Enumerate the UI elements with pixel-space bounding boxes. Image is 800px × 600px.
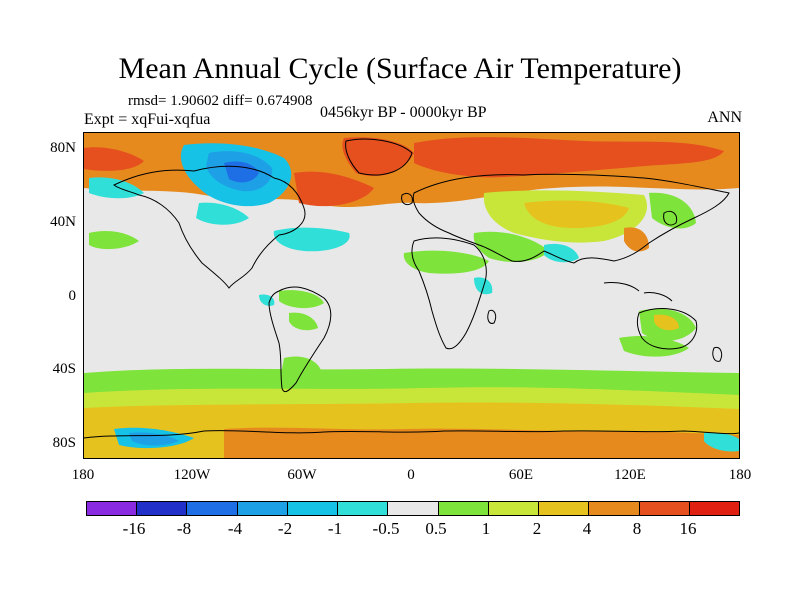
field-amazon-green [289,312,318,331]
y-tick-80s: 80S [52,435,76,451]
x-tick-60w: 60W [287,467,317,483]
experiment-label: Expt = xqFui-xqfua [84,111,211,128]
x-tick-180e: 180 [728,467,752,483]
colorbar-box-1 [87,502,138,515]
field-africa-cool [474,277,493,295]
field-japan-green [649,192,696,229]
coast-africa [411,237,487,350]
map-field-svg [84,133,739,458]
stats-line: rmsd= 1.90602 diff= 0.674908 [128,93,313,109]
colorbar-label-10: 4 [582,519,592,538]
coast-japan [663,210,678,226]
colorbar-box-2 [137,502,188,515]
colorbar-box-3 [187,502,238,515]
coastlines [84,138,739,439]
coast-north-america [113,165,306,289]
coast-madagascar [487,309,497,324]
coast-south-america [268,286,332,393]
colorbar-box-4 [237,502,288,515]
colorbar-label-4: -2 [277,519,293,538]
coast-indonesia [603,282,673,302]
field-asia-green [473,231,549,263]
field-antarctic-orange [224,427,739,458]
colorbar-box-9 [488,502,540,515]
field-arctic-orange-3 [294,171,374,207]
colorbar-label-12: 16 [679,519,697,538]
field-india-cool [544,243,579,263]
colorbar [86,501,740,516]
field-arctic-orange [414,137,724,178]
field-bering-cool [89,177,144,199]
colorbar-box-11 [589,502,640,515]
colorbar-label-5: -1 [327,519,343,538]
colorbar-box-12 [639,502,690,515]
temperature-map [83,132,740,459]
field-eurasia-orange [524,200,629,228]
season-label: ANN [707,109,742,126]
coast-greenland [345,138,413,176]
y-tick-40s: 40S [52,361,76,377]
colorbar-label-9: 2 [532,519,542,538]
colorbar-label-11: 8 [632,519,642,538]
coast-eurasia [412,173,730,264]
coast-antarctica [84,430,739,439]
colorbar-label-2: -8 [176,519,192,538]
field-atlantic-cool [273,227,350,252]
coast-uk [401,192,413,206]
colorbar-label-6: -0.5 [372,519,400,538]
x-tick-180w: 180 [71,467,95,483]
field-china-orange [624,227,649,252]
field-pacific-cool [196,202,249,225]
x-tick-120e: 120E [614,467,646,483]
field-australia-orange [654,314,679,331]
colorbar-box-13 [689,502,740,515]
coast-australia [636,308,698,350]
colorbar-box-8 [438,502,489,515]
field-npacific-green [89,230,139,250]
colorbar-box-5 [287,502,339,515]
y-tick-0: 0 [68,288,77,304]
field-spacific-green [279,290,324,309]
x-tick-60e: 60E [508,467,534,483]
x-tick-0: 0 [407,467,415,483]
coast-new-zealand [712,346,723,362]
y-tick-80n: 80N [50,140,76,156]
x-tick-120w: 120W [173,467,211,483]
colorbar-label-8: 1 [481,519,491,538]
field-arctic-orange-2 [84,147,144,171]
chart-title: Mean Annual Cycle (Surface Air Temperatu… [118,52,682,85]
field-greenland [342,137,414,177]
colorbar-box-6 [338,502,389,515]
colorbar-box-7 [388,502,439,515]
y-tick-40n: 40N [50,214,76,230]
period-label: 0456kyr BP - 0000kyr BP [320,104,487,121]
colorbar-label-1: -16 [122,519,146,538]
colorbar-box-10 [539,502,590,515]
field-antarctic-cool-e [704,432,739,452]
colorbar-label-7: 0.5 [425,519,447,538]
colorbar-label-3: -4 [227,519,243,538]
field-eqpacific-cool [259,294,275,306]
field-sahara-green [403,250,489,274]
